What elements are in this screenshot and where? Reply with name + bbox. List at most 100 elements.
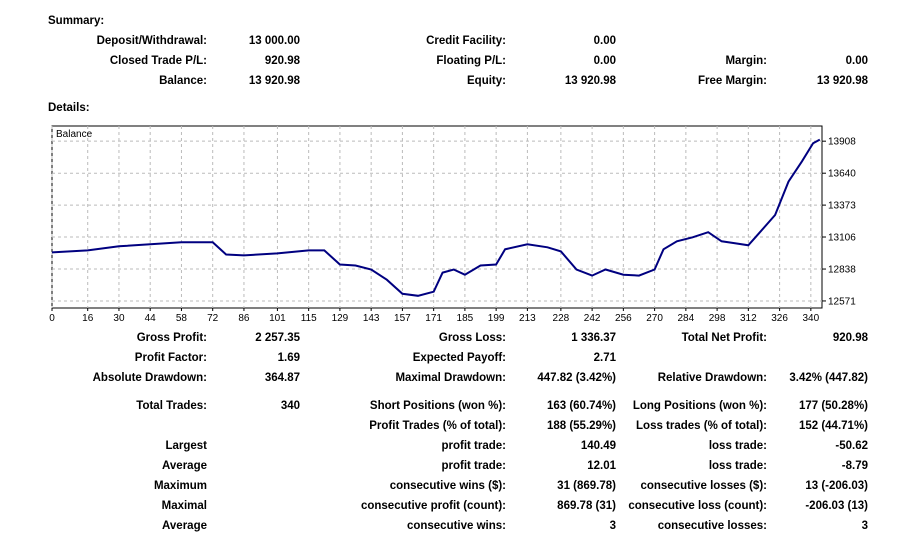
cell-value: 920.98 [832, 332, 868, 344]
x-tick-label: 16 [82, 313, 94, 324]
x-tick-label: 199 [488, 313, 505, 324]
x-tick-label: 213 [519, 313, 536, 324]
cell-label: Total Net Profit: [681, 332, 767, 344]
cell-value: 177 (50.28%) [798, 400, 868, 412]
cell-value: 364.87 [264, 372, 300, 384]
x-tick-label: 185 [457, 313, 474, 324]
cell-label: Maximum [153, 480, 207, 492]
cell-value: 31 (869.78) [557, 480, 616, 492]
cell-value: -8.79 [841, 460, 868, 472]
cell-value: 12.01 [587, 460, 616, 472]
cell-value: 0.00 [593, 35, 616, 47]
x-tick-label: 44 [145, 313, 157, 324]
cell-label: Average [162, 460, 207, 472]
cell-value: 152 (44.71%) [798, 420, 868, 432]
cell-label: Gross Loss: [438, 332, 506, 344]
y-tick-label: 13640 [828, 169, 856, 180]
cell-label: Profit Trades (% of total): [369, 420, 506, 432]
cell-label: consecutive wins ($): [389, 480, 506, 492]
cell-value: 447.82 (3.42%) [537, 372, 616, 384]
cell-value: 3.42% (447.82) [789, 372, 868, 384]
cell-label: profit trade: [441, 460, 506, 472]
x-tick-label: 242 [584, 313, 601, 324]
cell-value: 0.00 [845, 55, 868, 67]
cell-label: Margin: [725, 55, 767, 67]
cell-label: Credit Facility: [426, 35, 506, 47]
cell-label: Short Positions (won %): [369, 400, 506, 412]
cell-label: Largest [165, 440, 207, 452]
cell-value: 13 920.98 [248, 75, 300, 87]
y-tick-label: 12571 [828, 296, 856, 307]
cell-label: Maximal Drawdown: [395, 372, 506, 384]
cell-value: 13 (-206.03) [805, 480, 868, 492]
cell-label: profit trade: [441, 440, 506, 452]
x-tick-label: 86 [238, 313, 250, 324]
cell-label: Long Positions (won %): [632, 400, 767, 412]
cell-value: -206.03 (13) [805, 500, 868, 512]
cell-label: Closed Trade P/L: [109, 55, 207, 67]
cell-label: Expected Payoff: [412, 352, 506, 364]
cell-value: -50.62 [835, 440, 868, 452]
cell-label: Average [162, 520, 207, 532]
cell-value: 140.49 [580, 440, 616, 452]
y-tick-label: 13908 [828, 137, 856, 148]
cell-label: Maximal [161, 500, 207, 512]
cell-value: 163 (60.74%) [546, 400, 616, 412]
plot-area [51, 125, 823, 309]
cell-label: Balance: [159, 75, 207, 87]
cell-label: consecutive wins: [406, 520, 506, 532]
cell-label: Floating P/L: [436, 55, 506, 67]
cell-value: 3 [609, 520, 616, 532]
x-tick-label: 58 [176, 313, 188, 324]
x-tick-label: 298 [709, 313, 726, 324]
x-tick-label: 157 [394, 313, 411, 324]
x-tick-label: 0 [49, 313, 55, 324]
x-tick-label: 115 [301, 313, 317, 324]
cell-label: loss trade: [708, 440, 767, 452]
cell-value: 13 920.98 [564, 75, 616, 87]
cell-value: 0.00 [593, 55, 616, 67]
x-tick-label: 270 [646, 313, 663, 324]
y-tick-label: 13373 [828, 201, 856, 212]
cell-value: 188 (55.29%) [546, 420, 616, 432]
cell-value: 869.78 (31) [557, 500, 616, 512]
summary-title: Summary: [48, 15, 105, 27]
cell-label: consecutive profit (count): [360, 500, 506, 512]
x-tick-label: 228 [553, 313, 570, 324]
x-tick-label: 312 [740, 313, 757, 324]
cell-label: Total Trades: [136, 400, 207, 412]
cell-label: consecutive losses ($): [640, 480, 767, 492]
x-tick-label: 143 [363, 313, 380, 324]
cell-label: loss trade: [708, 460, 767, 472]
cell-label: Loss trades (% of total): [636, 420, 767, 432]
cell-value: 2 257.35 [255, 332, 300, 344]
cell-value: 3 [861, 520, 868, 532]
x-tick-label: 72 [207, 313, 219, 324]
x-tick-label: 129 [332, 313, 349, 324]
cell-value: 1.69 [277, 352, 300, 364]
cell-value: 920.98 [264, 55, 300, 67]
y-tick-label: 12838 [828, 265, 856, 276]
x-tick-label: 101 [269, 313, 286, 324]
cell-label: Deposit/Withdrawal: [96, 35, 207, 47]
cell-value: 13 000.00 [248, 35, 300, 47]
y-tick-label: 13106 [828, 233, 856, 244]
x-tick-label: 326 [771, 313, 788, 324]
cell-value: 13 920.98 [816, 75, 868, 87]
cell-label: Profit Factor: [134, 352, 207, 364]
cell-label: Free Margin: [697, 75, 767, 87]
cell-value: 2.71 [593, 352, 616, 364]
legend-label: Balance [56, 129, 93, 140]
cell-label: Absolute Drawdown: [92, 372, 207, 384]
cell-label: consecutive losses: [657, 520, 767, 532]
cell-label: consecutive loss (count): [628, 500, 767, 512]
x-tick-label: 284 [678, 313, 695, 324]
x-tick-label: 340 [802, 313, 819, 324]
details-title: Details: [48, 102, 90, 114]
cell-value: 340 [280, 400, 300, 412]
cell-label: Equity: [467, 75, 506, 87]
x-tick-label: 256 [615, 313, 632, 324]
x-tick-label: 30 [113, 313, 125, 324]
